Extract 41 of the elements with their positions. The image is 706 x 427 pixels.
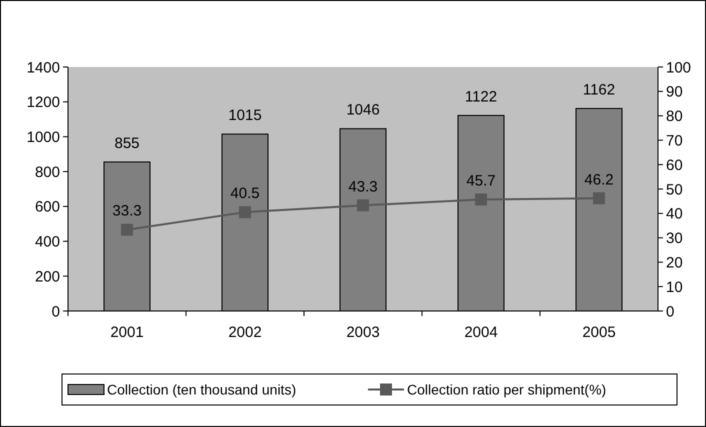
x-tick-label: 2001 xyxy=(110,324,144,341)
point xyxy=(121,224,133,236)
x-tick-label: 2003 xyxy=(346,324,380,341)
data-label: 1122 xyxy=(464,88,498,106)
data-label: 855 xyxy=(114,134,140,152)
data-label: 45.7 xyxy=(466,172,496,190)
data-label: 1162 xyxy=(582,81,616,98)
y-tick-label: 600 xyxy=(34,198,60,216)
y2-tick-label: 10 xyxy=(666,278,683,296)
y2-tick-label: 50 xyxy=(666,181,683,198)
y-tick-label: 1000 xyxy=(26,128,60,146)
y2-tick-label: 70 xyxy=(666,132,683,150)
x-tick-label: 2004 xyxy=(464,324,498,341)
point xyxy=(475,193,487,206)
data-label: 33.3 xyxy=(112,202,142,220)
point xyxy=(593,192,605,204)
y2-tick-label: 30 xyxy=(666,230,683,248)
legend-label: Collection (ten thousand units) xyxy=(107,381,296,398)
y2-tick-label: 0 xyxy=(666,303,674,320)
y2-tick-label: 60 xyxy=(666,156,683,174)
data-label: 46.2 xyxy=(584,171,614,188)
y-tick-label: 400 xyxy=(34,234,60,251)
y2-tick-label: 40 xyxy=(666,206,683,223)
y-tick-label: 0 xyxy=(52,303,60,320)
y-tick-label: 1200 xyxy=(26,94,60,112)
y2-tick-label: 90 xyxy=(666,84,683,101)
x-tick-label: 2005 xyxy=(582,324,616,341)
legend-label: Collection ratio per shipment(%) xyxy=(407,381,606,398)
y-tick-label: 200 xyxy=(34,268,60,286)
point xyxy=(357,199,369,212)
y2-tick-label: 100 xyxy=(666,59,692,76)
point xyxy=(239,206,251,218)
y-tick-label: 1400 xyxy=(26,59,60,76)
y2-tick-label: 20 xyxy=(666,254,683,272)
x-tick-label: 2002 xyxy=(228,324,262,341)
data-label: 1046 xyxy=(346,102,380,119)
data-label: 1015 xyxy=(228,107,262,124)
data-label: 40.5 xyxy=(230,185,260,202)
y2-tick-label: 80 xyxy=(666,108,683,126)
data-label: 43.3 xyxy=(348,178,378,196)
y-tick-label: 800 xyxy=(34,164,60,181)
